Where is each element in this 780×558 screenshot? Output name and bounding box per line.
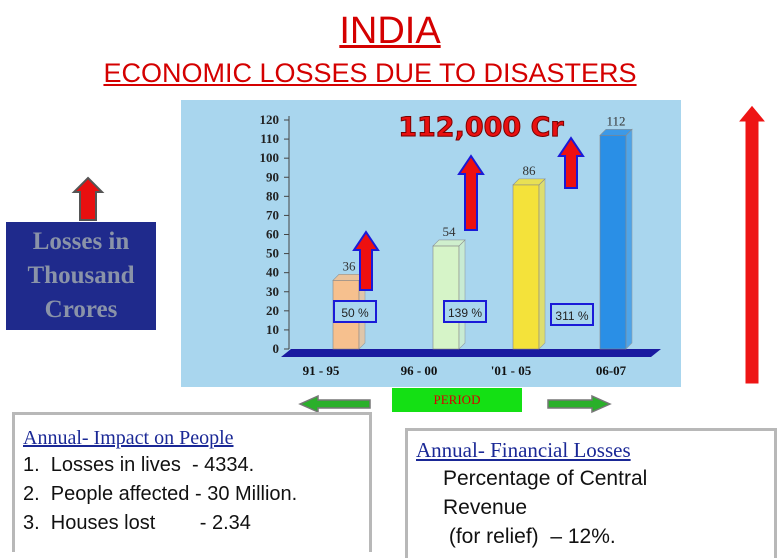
period-right-arrow-icon xyxy=(547,394,612,414)
impact-heading: Annual- Impact on People xyxy=(23,427,234,449)
highlight-total-label: 112,000 Cr xyxy=(398,112,564,143)
bar-value-label: 54 xyxy=(443,224,457,239)
red-up-arrow-icon xyxy=(557,136,585,189)
red-up-arrow-icon xyxy=(352,230,380,291)
y-tick-label: 20 xyxy=(266,303,279,318)
y-tick-label: 80 xyxy=(266,188,279,203)
right-tall-arrow-icon xyxy=(736,104,768,385)
growth-label-box xyxy=(443,300,487,323)
growth-label: 50 % xyxy=(341,306,369,320)
growth-label: 139 % xyxy=(448,306,482,320)
page-subtitle: ECONOMIC LOSSES DUE TO DISASTERS xyxy=(103,58,637,88)
y-tick-label: 10 xyxy=(266,322,279,337)
financial-line: (for relief) – 12%. xyxy=(443,525,616,548)
financial-line: Revenue xyxy=(443,496,528,519)
y-tick-label: 70 xyxy=(266,207,279,222)
y-tick-label: 0 xyxy=(273,341,280,356)
left-up-arrow-icon xyxy=(71,176,105,221)
y-tick-label: 120 xyxy=(260,112,280,127)
y-tick-label: 30 xyxy=(266,284,279,299)
chart-floor xyxy=(281,349,661,357)
growth-label-box xyxy=(333,300,377,323)
bar-value-label: 36 xyxy=(343,258,357,273)
page-title: INDIA xyxy=(339,10,441,52)
growth-label-box xyxy=(550,303,594,326)
chart-background xyxy=(181,100,681,387)
bar-chart: 0 10 20 30 40 50 60 70 80 90 100 110 120 36 91 - 95 54 9… xyxy=(181,100,681,387)
financial-line: Percentage of Central xyxy=(443,467,648,490)
x-tick-label: '01 - 05 xyxy=(491,363,532,378)
bar xyxy=(512,178,546,350)
bar-value-label: 112 xyxy=(606,113,625,128)
y-tick-label: 90 xyxy=(266,169,279,184)
impact-item: 2. People affected - 30 Million. xyxy=(23,483,298,505)
x-tick-label: 91 - 95 xyxy=(303,363,340,378)
y-axis-label-line: Crores xyxy=(44,296,118,323)
bar xyxy=(599,128,633,350)
impact-item: 3. Houses lost - 2.34 xyxy=(23,512,251,534)
y-tick-label: 60 xyxy=(266,227,279,242)
x-tick-label: 06-07 xyxy=(596,363,627,378)
period-left-arrow-icon xyxy=(298,394,371,414)
growth-label: 311 % xyxy=(555,309,588,323)
bar xyxy=(432,239,466,350)
y-tick-label: 50 xyxy=(266,246,279,261)
x-axis-label: PERIOD xyxy=(392,388,522,412)
financial-heading: Annual- Financial Losses xyxy=(416,438,631,462)
y-tick-label: 100 xyxy=(260,150,280,165)
red-up-arrow-icon xyxy=(457,154,485,231)
bar-value-label: 86 xyxy=(523,163,537,178)
y-tick-label: 110 xyxy=(260,131,279,146)
impact-box: Annual- Impact on People 1. Losses in li… xyxy=(12,412,372,552)
decorative-arrows xyxy=(71,104,768,414)
impact-item: 1. Losses in lives - 4334. xyxy=(23,454,255,476)
financial-box: Annual- Financial Losses Percentage of C… xyxy=(405,428,777,558)
x-tick-label: 96 - 00 xyxy=(401,363,438,378)
bar xyxy=(332,273,366,350)
y-axis-label-line: Thousand xyxy=(27,262,135,289)
y-axis-label-line: Losses in xyxy=(32,228,130,255)
y-axis-label-box: Losses in Thousand Crores xyxy=(6,222,156,330)
y-tick-label: 40 xyxy=(266,265,279,280)
